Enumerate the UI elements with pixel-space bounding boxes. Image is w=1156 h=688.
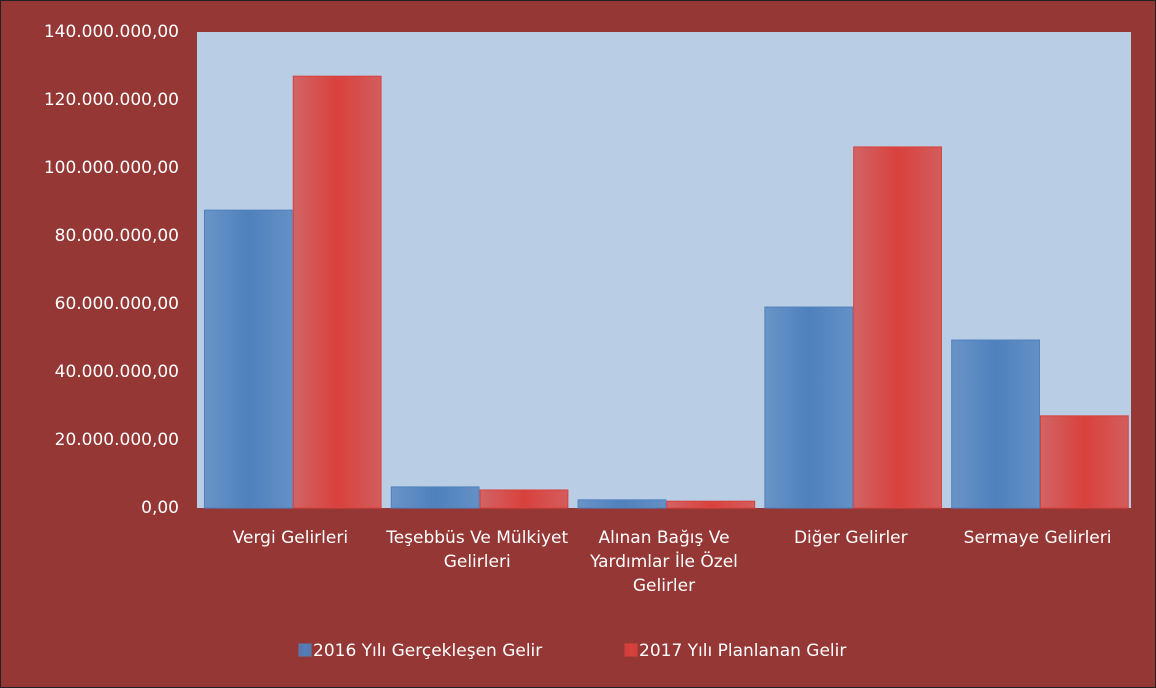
y-tick-label: 100.000.000,00 <box>44 158 179 178</box>
bar <box>853 146 942 509</box>
bar <box>666 500 756 509</box>
x-tick-label: Teşebbüs Ve Mülkiyet Gelirleri <box>386 528 569 572</box>
y-tick-label: 40.000.000,00 <box>55 362 179 382</box>
x-tick-label: Vergi Gelirleri <box>232 528 349 548</box>
y-tick-label: 20.000.000,00 <box>55 430 179 450</box>
y-tick-label: 80.000.000,00 <box>55 226 179 246</box>
legend-marker <box>624 643 638 657</box>
bar <box>292 75 382 509</box>
legend-label: 2017 Yılı Planlanan Gelir <box>639 641 846 661</box>
x-tick-label: Alınan Bağış Ve Yardımlar İle Özel Gelir… <box>590 528 738 596</box>
bar <box>577 499 667 509</box>
bar <box>764 306 854 509</box>
legend-label: 2016 Yılı Gerçekleşen Gelir <box>313 641 542 661</box>
legend-marker <box>298 643 312 657</box>
bar <box>203 209 293 509</box>
y-tick-label: 140.000.000,00 <box>44 22 179 42</box>
x-tick-label: Diğer Gelirler <box>793 528 908 548</box>
bar <box>390 486 480 509</box>
x-tick-label: Sermaye Gelirleri <box>963 528 1112 548</box>
bar <box>479 489 569 509</box>
y-tick-label: 60.000.000,00 <box>55 294 179 314</box>
y-tick-label: 0,00 <box>141 498 179 518</box>
bar <box>951 339 1040 509</box>
y-tick-label: 120.000.000,00 <box>44 90 179 110</box>
bar <box>1039 415 1129 509</box>
